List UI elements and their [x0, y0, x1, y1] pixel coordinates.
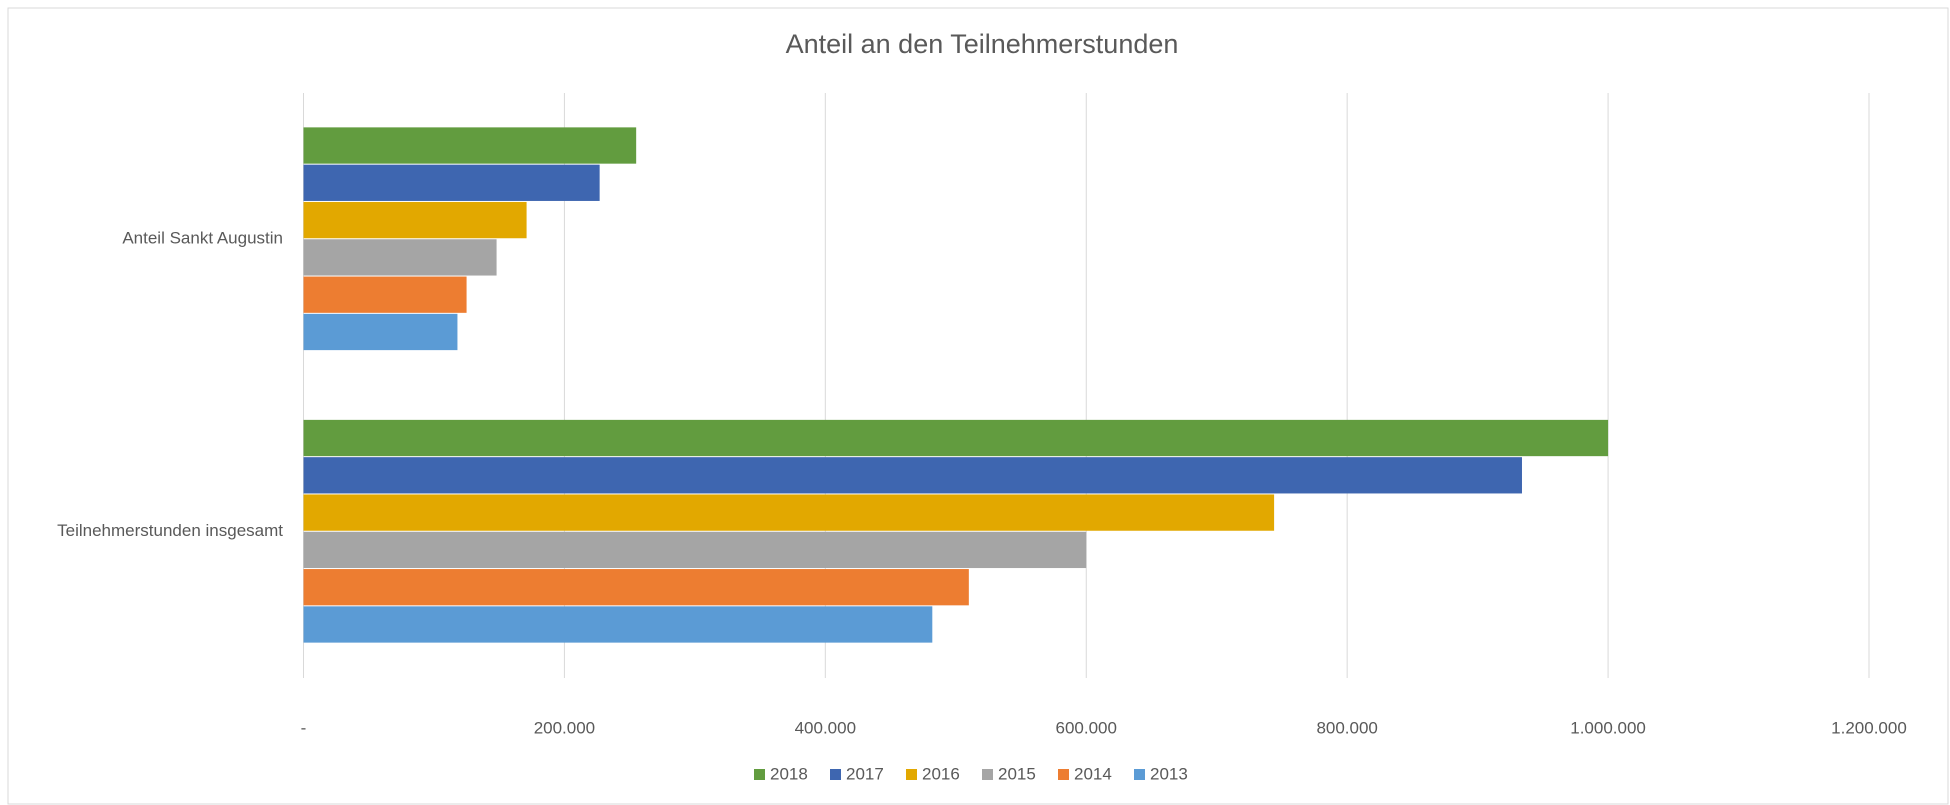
bar: [303, 276, 467, 313]
x-tick-label: 1.000.000: [1570, 718, 1646, 737]
bar: [303, 457, 1522, 494]
x-tick-label: 400.000: [795, 718, 856, 737]
legend-swatch: [754, 769, 765, 780]
legend-swatch: [906, 769, 917, 780]
legend-label: 2014: [1074, 764, 1112, 783]
bar: [303, 127, 637, 164]
y-tick-label: Teilnehmerstunden insgesamt: [57, 521, 283, 540]
bar: [303, 494, 1275, 531]
bar: [303, 606, 933, 643]
chart-title: Anteil an den Teilnehmerstunden: [786, 29, 1179, 59]
legend-swatch: [1058, 769, 1069, 780]
bar: [303, 419, 1609, 457]
legend-label: 2013: [1150, 764, 1188, 783]
legend-label: 2016: [922, 764, 960, 783]
bar: [303, 313, 458, 351]
x-tick-label: 800.000: [1316, 718, 1377, 737]
y-tick-label: Anteil Sankt Augustin: [122, 229, 283, 248]
legend-label: 2017: [846, 764, 884, 783]
x-tick-label: -: [301, 718, 307, 737]
legend-swatch: [982, 769, 993, 780]
legend-label: 2018: [770, 764, 808, 783]
legend-label: 2015: [998, 764, 1036, 783]
bar: [303, 531, 1087, 569]
bar: [303, 569, 969, 606]
bar: [303, 201, 527, 239]
chart-frame: [7, 7, 1949, 805]
x-tick-label: 600.000: [1056, 718, 1117, 737]
bar: [303, 164, 600, 201]
x-tick-label: 1.200.000: [1831, 718, 1907, 737]
legend-swatch: [1134, 769, 1145, 780]
x-tick-label: 200.000: [534, 718, 595, 737]
bar: [303, 239, 497, 276]
legend-swatch: [830, 769, 841, 780]
